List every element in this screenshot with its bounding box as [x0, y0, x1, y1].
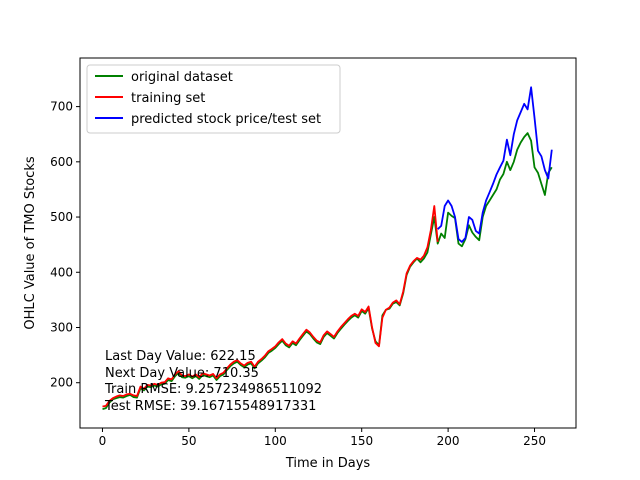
- plot-frame: [79, 57, 577, 429]
- y-tick-label: 600: [50, 155, 73, 169]
- series-line-1: [102, 205, 439, 408]
- annotation-test-rmse: Test RMSE: 39.16715548917331: [104, 399, 316, 414]
- legend-label-predicted: predicted stock price/test set: [131, 112, 321, 127]
- y-axis-ticks: 200 300 400 500 600 700: [50, 100, 80, 390]
- x-axis-ticks: 0 50 100 150 200 250: [99, 428, 546, 448]
- y-tick-label: 500: [50, 210, 73, 224]
- series-line-0: [102, 132, 553, 411]
- x-tick-label: 0: [99, 434, 107, 448]
- x-tick-label: 100: [264, 434, 287, 448]
- x-tick-label: 250: [523, 434, 546, 448]
- legend-label-original: original dataset: [131, 70, 233, 85]
- series-line-2: [437, 86, 553, 243]
- legend-frame: [86, 64, 341, 134]
- legend-label-training: training set: [131, 91, 205, 106]
- series-layer: [102, 86, 553, 411]
- x-tick-label: 200: [437, 434, 460, 448]
- y-tick-label: 700: [50, 100, 73, 114]
- annotation-train-rmse: Train RMSE: 9.257234986511092: [104, 382, 322, 397]
- annotations: Last Day Value: 622.15 Next Day Value: 7…: [104, 349, 322, 414]
- x-axis-label: Time in Days: [285, 456, 371, 471]
- x-tick-label: 50: [181, 434, 196, 448]
- y-axis-label: OHLC Value of TMO Stocks: [23, 156, 38, 329]
- legend: original dataset training set predicted …: [86, 64, 341, 134]
- y-tick-label: 200: [50, 376, 73, 390]
- y-tick-label: 300: [50, 320, 73, 334]
- annotation-last-day-value: Last Day Value: 622.15: [105, 349, 256, 364]
- y-tick-label: 400: [50, 265, 73, 279]
- x-tick-label: 150: [350, 434, 373, 448]
- annotation-next-day-value: Next Day Value: 710.35: [105, 366, 259, 381]
